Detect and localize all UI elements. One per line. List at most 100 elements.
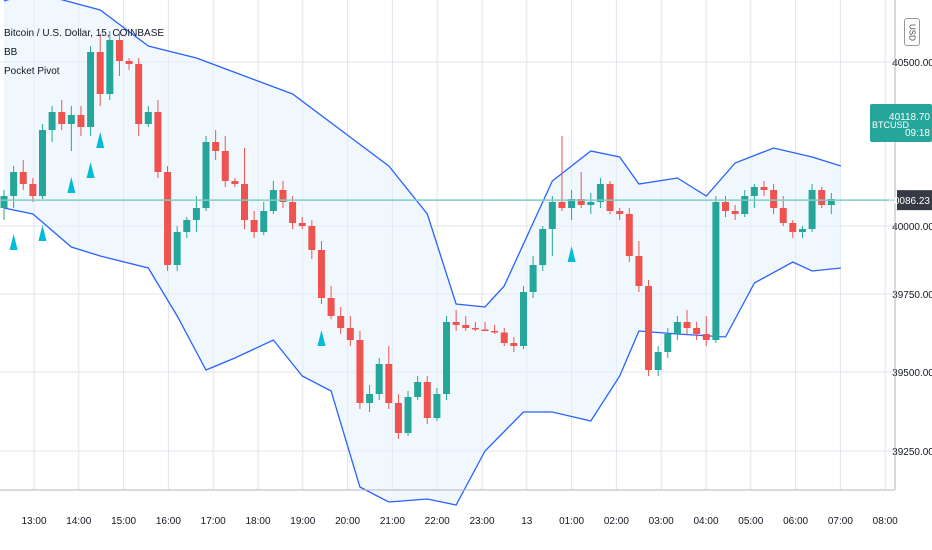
candle: [500, 328, 508, 346]
candle: [452, 310, 460, 331]
candle: [596, 178, 604, 208]
candle-body: [635, 256, 643, 286]
price-tag-price: 40118.70: [889, 112, 930, 123]
candle: [433, 388, 441, 421]
candle-body: [192, 208, 200, 220]
candle-body: [135, 64, 143, 124]
price-tick-label: 40500.00: [892, 58, 932, 69]
candle-body: [173, 232, 181, 265]
pocket-pivot-marker: [567, 246, 576, 262]
candle-body: [568, 199, 576, 208]
time-tick-label: 07:00: [828, 516, 853, 527]
candle: [750, 184, 758, 208]
candle-body: [712, 202, 720, 340]
candle: [0, 190, 8, 220]
candle-body: [10, 172, 18, 196]
price-tick-label: 40000.00: [892, 222, 932, 233]
candle-body: [241, 184, 248, 220]
candle: [106, 31, 114, 100]
candle-body: [164, 172, 172, 265]
candle-body: [808, 190, 816, 229]
candle: [212, 130, 220, 160]
candle-body: [693, 328, 701, 334]
candle: [298, 217, 306, 229]
candle-body: [577, 199, 585, 205]
candle: [510, 337, 518, 352]
candle: [808, 184, 816, 232]
legend-indicator-pocket-pivot[interactable]: Pocket Pivot: [4, 66, 60, 77]
candle-body: [144, 112, 152, 124]
candle-body: [154, 112, 162, 172]
candle: [577, 172, 585, 208]
candle: [827, 193, 835, 214]
candle-body: [443, 322, 451, 394]
candle: [712, 196, 720, 343]
candle-body: [510, 343, 518, 346]
candle: [29, 178, 37, 202]
time-tick-label: 22:00: [425, 516, 450, 527]
candle-body: [827, 199, 835, 205]
candle-body: [760, 187, 768, 190]
candle-body: [779, 208, 787, 223]
time-axis: 13:00 14:00 15:00 16:00 17:00 18:00 19:00 20:00…: [0, 489, 898, 527]
candle-body: [702, 334, 710, 340]
candle-body: [558, 202, 566, 208]
candle: [404, 391, 412, 436]
candle: [308, 220, 316, 259]
candle: [741, 190, 749, 217]
candle: [67, 106, 75, 151]
candle-body: [87, 52, 95, 127]
candle: [818, 187, 826, 208]
candle: [519, 286, 527, 349]
candle-body: [452, 322, 460, 325]
candle-body: [308, 226, 316, 250]
candle-body: [183, 220, 191, 232]
candle-body: [317, 250, 325, 298]
candle: [625, 208, 633, 262]
candle-body: [481, 329, 489, 331]
candle: [664, 328, 672, 358]
candle: [481, 322, 489, 331]
candle-body: [491, 331, 499, 333]
candle: [154, 100, 162, 178]
currency-button[interactable]: USD: [904, 18, 920, 46]
candle: [789, 220, 797, 238]
candle: [231, 178, 239, 187]
candle-body: [404, 397, 412, 433]
candle: [394, 394, 402, 439]
candle-body: [462, 325, 470, 328]
candle-body: [471, 328, 479, 330]
price-tick-label: 39250.00: [892, 447, 932, 458]
candle: [471, 322, 479, 331]
candle: [337, 307, 345, 334]
candle: [770, 184, 778, 214]
time-tick-label: 23:00: [469, 516, 494, 527]
legend-symbol[interactable]: Bitcoin / U.S. Dollar, 15, COINBASE: [4, 28, 165, 39]
candle: [568, 190, 576, 220]
candle: [356, 331, 364, 409]
time-tick-label: 13: [521, 516, 533, 527]
candle: [192, 196, 200, 232]
candle: [48, 106, 56, 142]
candle-body: [539, 229, 547, 265]
candle-body: [337, 316, 345, 328]
candle-body: [731, 211, 739, 214]
time-tick-label: 13:00: [21, 516, 46, 527]
candle: [491, 325, 499, 334]
price-tick-label: 39750.00: [892, 290, 932, 301]
candle: [87, 46, 95, 136]
time-tick-label: 03:00: [649, 516, 674, 527]
candle-body: [587, 202, 595, 205]
candle: [779, 196, 787, 226]
candle: [443, 316, 451, 400]
candle: [654, 346, 662, 376]
legend-indicator-bb[interactable]: BB: [4, 47, 18, 58]
pocket-pivot-marker: [38, 225, 47, 241]
candle: [616, 208, 624, 220]
price-tick-label: 39500.00: [892, 368, 932, 379]
candle: [375, 358, 383, 400]
last-price-tag: BTCUSD 40118.70 09:18: [870, 104, 932, 142]
candle-body: [115, 40, 123, 61]
candle-body: [683, 322, 691, 328]
